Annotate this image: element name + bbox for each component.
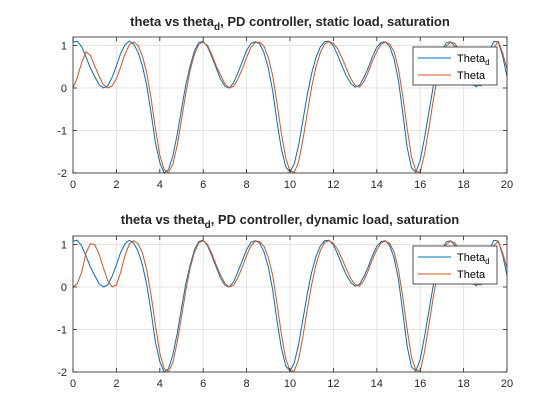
bottom-x-tick-label: 14 [371, 378, 383, 390]
top-legend-label-theta: Theta [457, 70, 486, 82]
top-legend-label-theta-d: Thetad [457, 53, 490, 67]
bottom-x-tick-label: 8 [244, 378, 250, 390]
top-subplot: theta vs thetad, PD controller, static l… [57, 14, 513, 191]
top-x-tick-label: 12 [327, 179, 339, 191]
bottom-x-tick-label: 18 [457, 378, 469, 390]
bottom-x-tick-label: 20 [501, 378, 513, 390]
top-y-tick-label: 1 [61, 41, 67, 53]
bottom-x-tick-label: 12 [327, 378, 339, 390]
top-y-tick-label: -1 [57, 126, 67, 138]
bottom-x-tick-label: 4 [157, 378, 163, 390]
top-tick-labels: 0 2 4 6 8 10 12 14 16 18 20 -2 -1 0 1 [57, 37, 513, 191]
bottom-legend-label-theta-d: Thetad [457, 252, 490, 266]
bottom-x-tick-label: 0 [70, 378, 76, 390]
top-x-tick-label: 14 [371, 179, 383, 191]
bottom-x-tick-label: 10 [284, 378, 296, 390]
bottom-y-tick-label: 0 [61, 282, 67, 294]
top-x-tick-label: 18 [457, 179, 469, 191]
bottom-subplot-title: theta vs thetad, PD controller, dynamic … [121, 212, 459, 231]
top-x-tick-label: 6 [200, 179, 206, 191]
bottom-y-tick-label: -1 [57, 325, 67, 337]
bottom-tick-labels: 0 2 4 6 8 10 12 14 16 18 20 -2 -1 0 1 [57, 236, 513, 390]
top-subplot-title: theta vs thetad, PD controller, static l… [130, 14, 450, 33]
top-x-tick-label: 0 [70, 179, 76, 191]
bottom-x-tick-label: 6 [200, 378, 206, 390]
bottom-grid [73, 236, 507, 373]
bottom-legend: Thetad Theta [412, 245, 498, 285]
top-y-tick-label: -2 [57, 168, 67, 180]
bottom-y-tick-label: 1 [61, 240, 67, 252]
top-x-tick-label: 2 [113, 179, 119, 191]
bottom-y-tick-label: -2 [57, 367, 67, 379]
top-legend: Thetad Theta [412, 46, 498, 86]
bottom-x-tick-label: 2 [113, 378, 119, 390]
bottom-legend-label-theta: Theta [457, 269, 486, 281]
top-x-tick-label: 20 [501, 179, 513, 191]
top-x-tick-label: 8 [244, 179, 250, 191]
top-x-tick-label: 10 [284, 179, 296, 191]
top-y-tick-label: 0 [61, 83, 67, 95]
top-x-tick-label: 4 [157, 179, 163, 191]
bottom-legend-box [412, 245, 498, 285]
bottom-x-tick-label: 16 [414, 378, 426, 390]
top-x-tick-label: 16 [414, 179, 426, 191]
top-legend-box [412, 46, 498, 86]
bottom-subplot: theta vs thetad, PD controller, dynamic … [57, 212, 513, 390]
